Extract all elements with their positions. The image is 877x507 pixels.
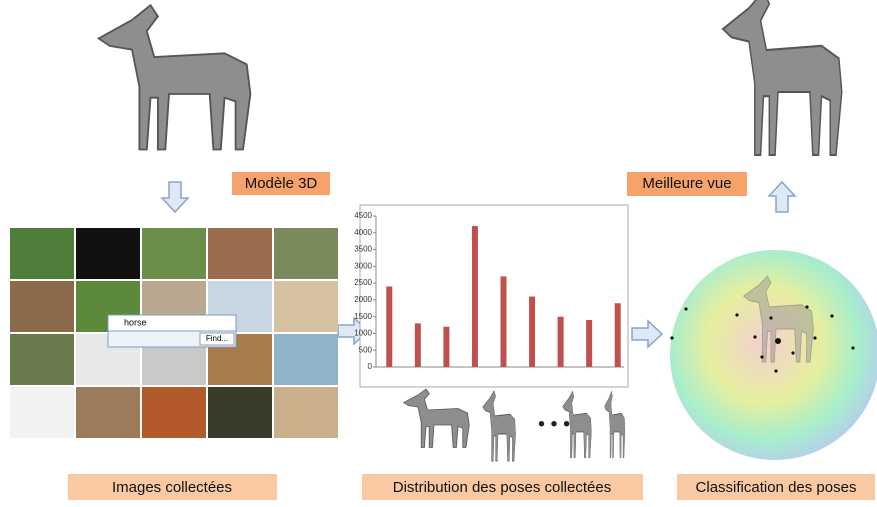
bar-chart: 0 500 1000 1500 2000 2500 3000 3500 4000 4500	[354, 211, 624, 371]
arrow-right	[631, 320, 663, 348]
label-classification: Classification des poses	[677, 474, 875, 500]
bar	[529, 296, 536, 367]
y-tick-label: 3000	[354, 261, 372, 270]
photo	[274, 228, 338, 279]
horse-best-view	[721, 0, 843, 157]
view-point	[760, 355, 764, 359]
y-tick-label: 4500	[354, 211, 372, 220]
y-tick-label: 1500	[354, 312, 372, 321]
view-point	[775, 338, 781, 344]
bar	[557, 316, 564, 367]
search-query: horse	[124, 317, 147, 327]
photo	[76, 228, 140, 279]
label: Modèle 3D	[245, 175, 318, 192]
arrow-down	[161, 181, 189, 213]
view-point	[805, 305, 809, 309]
bar	[586, 320, 593, 367]
horse-model	[97, 4, 252, 151]
pose-thumbnails: • • •	[403, 388, 626, 462]
photo	[10, 334, 74, 385]
view-point	[670, 336, 674, 340]
svg-text:• • •: • • •	[538, 413, 570, 435]
photo	[142, 228, 206, 279]
find-label: Find...	[206, 334, 228, 343]
view-point	[830, 314, 834, 318]
view-point	[851, 346, 855, 350]
label-best-view: Meilleure vue	[627, 172, 747, 196]
photo	[10, 228, 74, 279]
photo	[208, 387, 272, 438]
photo	[208, 228, 272, 279]
photo	[274, 387, 338, 438]
view-point	[753, 335, 757, 339]
bar	[386, 286, 393, 367]
photo	[274, 334, 338, 385]
view-points	[670, 305, 855, 373]
photo	[274, 281, 338, 332]
label-images: Images collectées	[68, 474, 277, 500]
bar	[500, 276, 507, 367]
y-tick-label: 1000	[354, 329, 372, 338]
bar	[614, 303, 621, 367]
chart-frame	[359, 204, 629, 388]
y-tick-label: 2000	[354, 295, 372, 304]
arrow-up	[768, 181, 796, 213]
view-point	[813, 336, 817, 340]
view-point	[769, 316, 773, 320]
find-button[interactable]	[199, 332, 235, 346]
photo	[76, 387, 140, 438]
label: Meilleure vue	[642, 175, 731, 192]
view-point	[791, 351, 795, 355]
search-box: horse Find...	[107, 314, 237, 348]
photo	[10, 387, 74, 438]
photo	[10, 281, 74, 332]
label: Classification des poses	[696, 479, 857, 496]
y-tick-label: 500	[359, 345, 373, 354]
view-point	[735, 313, 739, 317]
photo	[142, 387, 206, 438]
label: Images collectées	[112, 479, 232, 496]
bar	[443, 326, 450, 367]
label-distribution: Distribution des poses collectées	[362, 474, 643, 500]
y-tick-label: 4000	[354, 228, 372, 237]
label: Distribution des poses collectées	[393, 479, 611, 496]
view-point	[774, 369, 778, 373]
bar	[414, 323, 421, 367]
y-tick-label: 0	[368, 362, 373, 371]
y-tick-label: 2500	[354, 278, 372, 287]
view-point	[684, 307, 688, 311]
label-model: Modèle 3D	[232, 172, 330, 195]
y-tick-label: 3500	[354, 245, 372, 254]
bar	[471, 226, 478, 367]
